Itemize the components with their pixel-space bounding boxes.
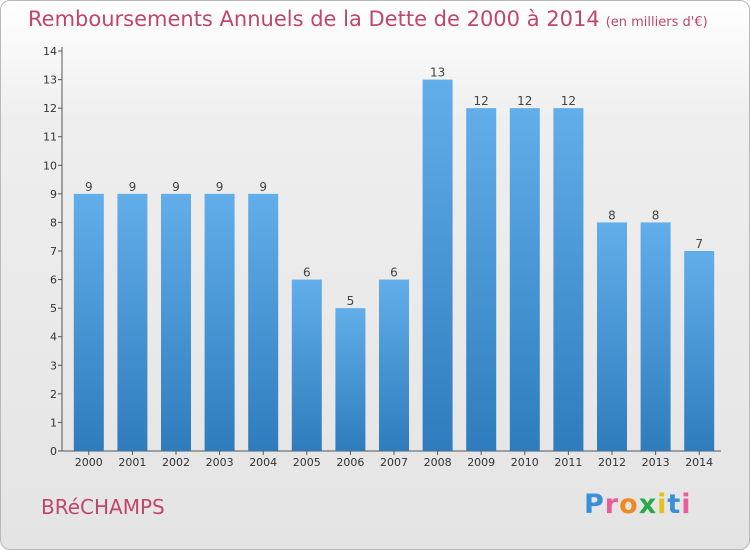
x-tick-label: 2000 (75, 456, 103, 469)
data-label: 9 (172, 180, 180, 194)
data-label: 9 (85, 180, 93, 194)
chart-title-text: Remboursements Annuels de la Dette de 20… (28, 7, 600, 31)
x-tick-label: 2008 (424, 456, 452, 469)
bar (684, 251, 715, 451)
bar (291, 279, 322, 451)
logo-letter: x (638, 489, 658, 520)
data-label: 9 (216, 180, 224, 194)
y-tick-label: 4 (50, 331, 57, 344)
data-label: 9 (129, 180, 137, 194)
data-label: 7 (695, 237, 703, 251)
bar (73, 193, 104, 451)
y-tick-label: 5 (50, 302, 57, 315)
logo-letter: i (681, 489, 692, 520)
logo-letter: o (619, 489, 639, 520)
y-tick-label: 1 (50, 416, 57, 429)
y-tick-label: 10 (43, 159, 57, 172)
data-label: 9 (259, 180, 267, 194)
data-label: 12 (561, 94, 576, 108)
bar (117, 193, 148, 451)
logo-letter: r (604, 489, 620, 520)
bar (161, 193, 191, 451)
data-label: 8 (652, 208, 660, 222)
data-label: 13 (430, 66, 445, 80)
y-tick-label: 8 (50, 216, 57, 229)
chart-unit: (en milliers d'€) (605, 15, 708, 30)
bar (248, 193, 279, 451)
data-label: 12 (474, 94, 489, 108)
x-tick-label: 2014 (685, 456, 713, 469)
bar (422, 79, 453, 452)
logo-letter: P (584, 489, 605, 520)
commune-name: BRéCHAMPS (41, 495, 165, 519)
x-tick-label: 2009 (467, 456, 495, 469)
x-tick-label: 2004 (249, 456, 277, 469)
x-tick-label: 2013 (642, 456, 670, 469)
y-tick-label: 6 (50, 274, 57, 287)
bar (204, 193, 235, 451)
x-tick-label: 2011 (554, 456, 582, 469)
data-label: 6 (303, 266, 311, 280)
x-tick-label: 2012 (598, 456, 626, 469)
y-tick-label: 9 (50, 188, 57, 201)
x-tick-label: 2001 (118, 456, 146, 469)
chart-title: Remboursements Annuels de la Dette de 20… (28, 7, 708, 31)
logo-letter: t (667, 489, 682, 520)
x-tick-label: 2002 (162, 456, 190, 469)
y-tick-label: 3 (50, 359, 57, 372)
y-tick-label: 7 (50, 245, 57, 258)
bar (553, 108, 584, 452)
x-tick-label: 2003 (206, 456, 234, 469)
bar (379, 279, 409, 451)
y-tick-label: 2 (50, 388, 57, 401)
y-tick-label: 12 (43, 102, 57, 115)
x-tick-label: 2005 (293, 456, 321, 469)
x-tick-label: 2010 (511, 456, 539, 469)
x-tick-label: 2006 (336, 456, 364, 469)
data-label: 8 (608, 208, 616, 222)
bar (597, 222, 627, 451)
y-tick-label: 14 (43, 45, 57, 58)
bar (640, 222, 671, 451)
bar (335, 308, 366, 451)
y-tick-label: 11 (43, 131, 57, 144)
y-tick-label: 0 (50, 445, 57, 458)
x-tick-label: 2007 (380, 456, 408, 469)
proxiti-logo: Proxiti (584, 489, 692, 520)
y-tick-label: 13 (43, 74, 57, 87)
bar (466, 108, 497, 452)
logo-letter: i (657, 489, 668, 520)
bar (509, 108, 540, 452)
data-label: 5 (347, 294, 355, 308)
data-label: 12 (517, 94, 532, 108)
data-label: 6 (390, 266, 398, 280)
